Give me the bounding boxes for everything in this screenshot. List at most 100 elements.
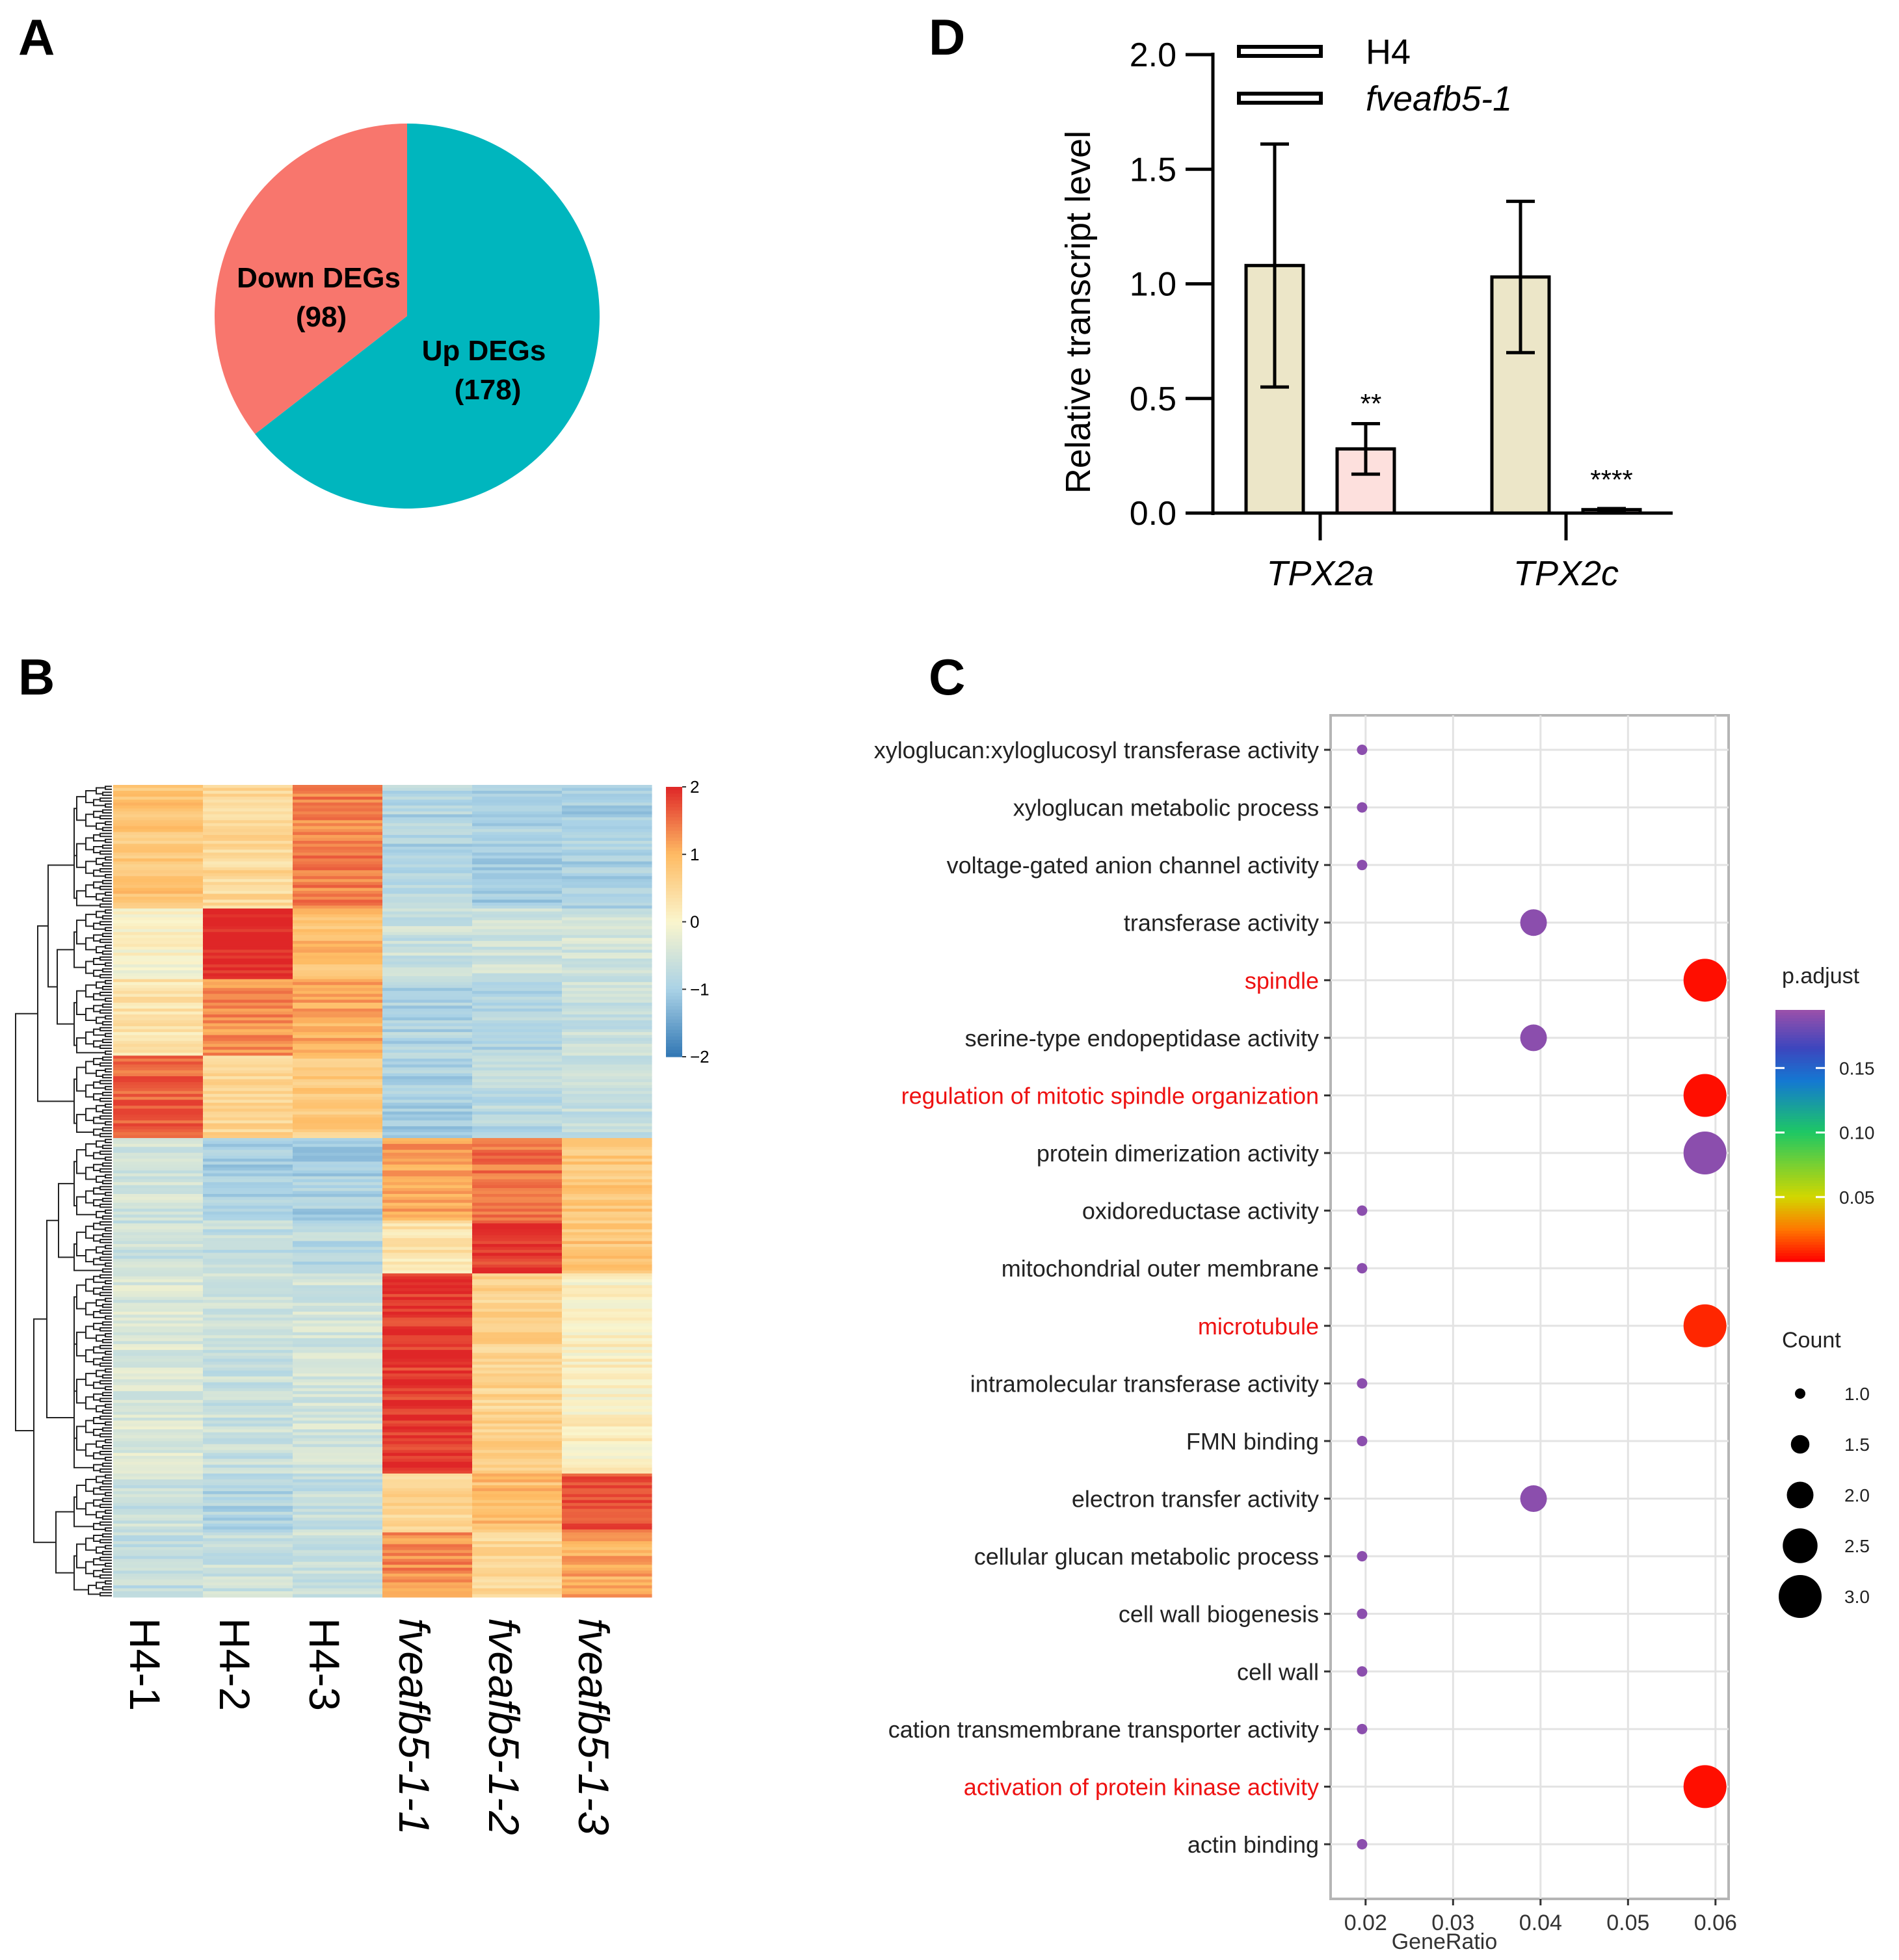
- heatmap-cell: [472, 853, 563, 856]
- heatmap-cell: [113, 1349, 204, 1353]
- heatmap-cell: [293, 1409, 383, 1412]
- heatmap-cell: [382, 1500, 473, 1503]
- colorbar-segment: [666, 928, 682, 933]
- dendrogram-branch: [100, 886, 112, 890]
- heatmap-cell: [293, 1515, 383, 1518]
- heatmap-cell: [113, 1223, 204, 1227]
- heatmap-cell: [113, 1414, 204, 1418]
- heatmap-cell: [472, 1520, 563, 1524]
- heatmap-cell: [113, 1079, 204, 1083]
- dendrogram-branch: [37, 925, 74, 1102]
- heatmap-cell: [293, 1526, 383, 1530]
- heatmap-cell: [562, 1150, 652, 1154]
- heatmap-cell: [293, 1044, 383, 1048]
- heatmap-cell: [562, 1320, 652, 1324]
- heatmap-cell: [472, 1529, 563, 1533]
- heatmap-cell: [203, 1391, 293, 1395]
- dendrogram-branch: [102, 1463, 112, 1467]
- heatmap-cell: [293, 1176, 383, 1180]
- heatmap-cell: [562, 1214, 652, 1218]
- heatmap-cell: [562, 1461, 652, 1465]
- heatmap-cell: [293, 988, 383, 992]
- heatmap-cell: [293, 823, 383, 827]
- heatmap-cell: [382, 1194, 473, 1198]
- heatmap-cell: [562, 1579, 652, 1583]
- heatmap-cell: [472, 961, 563, 965]
- heatmap-cell: [203, 1461, 293, 1465]
- heatmap-cell: [562, 929, 652, 933]
- heatmap-cell: [472, 1314, 563, 1318]
- heatmap-cell: [472, 808, 563, 812]
- heatmap-cell: [203, 996, 293, 1000]
- dot-plot-term-labels: xyloglucan:xyloglucosyl transferase acti…: [874, 737, 1331, 1858]
- heatmap-cell: [472, 1279, 563, 1283]
- padjust-tick-label: 0.10: [1839, 1123, 1875, 1143]
- dendrogram-branch: [100, 1062, 112, 1067]
- heatmap-cell: [113, 1058, 204, 1062]
- heatmap-cell: [293, 1226, 383, 1230]
- bar-legend-label-fveafb5: fveafb5-1: [1366, 79, 1512, 118]
- heatmap-cell: [113, 1482, 204, 1486]
- heatmap-cell: [293, 1073, 383, 1077]
- heatmap-cell: [203, 1344, 293, 1347]
- heatmap-cell: [293, 870, 383, 874]
- heatmap-cell: [113, 1276, 204, 1280]
- colorbar-segment: [666, 834, 682, 838]
- heatmap-cell: [293, 1111, 383, 1115]
- heatmap-cell: [293, 1305, 383, 1310]
- heatmap-cell: [562, 811, 652, 815]
- heatmap-cell: [472, 1285, 563, 1289]
- colorbar-segment: [666, 814, 682, 818]
- heatmap-cell: [382, 1011, 473, 1015]
- heatmap-cell: [113, 1523, 204, 1527]
- heatmap-cell: [203, 1450, 293, 1453]
- heatmap-cell: [293, 876, 383, 880]
- heatmap-cell: [562, 1353, 652, 1357]
- heatmap-cell: [203, 870, 293, 874]
- heatmap-cell: [293, 1235, 383, 1239]
- heatmap-cell: [293, 1208, 383, 1212]
- heatmap-cell: [472, 1267, 563, 1271]
- heatmap-cell: [472, 1111, 563, 1115]
- heatmap-cell: [562, 1515, 652, 1518]
- heatmap-cell: [382, 884, 473, 888]
- heatmap-cell: [382, 867, 473, 871]
- heatmap-cell: [472, 849, 563, 853]
- heatmap-cell: [472, 949, 563, 953]
- heatmap-cell: [382, 785, 473, 789]
- heatmap-cell: [293, 1444, 383, 1448]
- dendrogram-branch: [76, 1379, 86, 1404]
- heatmap-cell: [293, 1035, 383, 1039]
- panel-letter-b: B: [18, 648, 55, 706]
- heatmap-cell: [472, 1079, 563, 1083]
- heatmap-cell: [562, 903, 652, 907]
- heatmap-cell: [203, 940, 293, 944]
- go-dot-plot: xyloglucan:xyloglucosyl transferase acti…: [874, 714, 1875, 1954]
- padjust-tick-label: 0.05: [1839, 1187, 1875, 1208]
- heatmap-cell: [113, 1258, 204, 1262]
- heatmap-cell: [472, 1426, 563, 1430]
- heatmap-cell: [562, 1058, 652, 1062]
- heatmap-cell: [472, 1232, 563, 1236]
- heatmap-cell: [562, 1409, 652, 1412]
- colorbar-segment: [666, 969, 682, 973]
- heatmap-cell: [203, 791, 293, 795]
- heatmap-cell: [293, 1314, 383, 1318]
- heatmap-cell: [382, 858, 473, 862]
- go-term-label-voltage-gated-anion-channel-activity: voltage-gated anion channel activity: [947, 852, 1319, 879]
- heatmap-cell: [382, 1273, 473, 1277]
- heatmap-cell: [562, 1373, 652, 1377]
- heatmap-cell: [562, 808, 652, 812]
- colorbar-segment: [666, 854, 682, 858]
- heatmap-cell: [203, 785, 293, 789]
- dendrogram-branch: [76, 1231, 86, 1257]
- heatmap-cell: [382, 988, 473, 992]
- heatmap-cell: [203, 1017, 293, 1021]
- heatmap-cell: [203, 1326, 293, 1330]
- heatmap-cell: [113, 1364, 204, 1368]
- heatmap-cell: [203, 908, 293, 912]
- heatmap-cell: [113, 1108, 204, 1112]
- heatmap-cell: [293, 1523, 383, 1527]
- heatmap-cell: [293, 926, 383, 930]
- heatmap-cell: [293, 1232, 383, 1236]
